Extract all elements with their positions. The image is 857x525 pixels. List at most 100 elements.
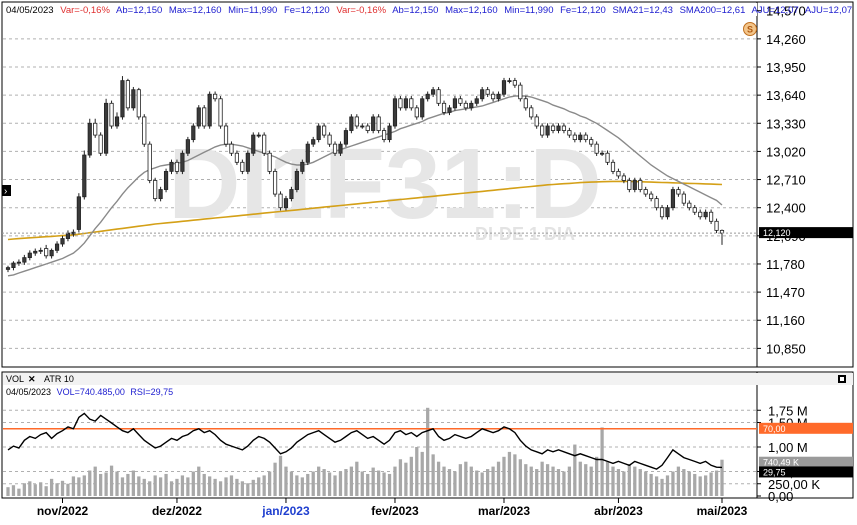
candle-body [458,98,463,104]
volume-bar [665,475,670,496]
header-close: Fe=12,120 [284,5,330,16]
candle-body [398,98,403,109]
volume-bar [306,473,310,496]
tab-vol[interactable]: VOL [6,374,24,384]
candle-body [202,107,207,127]
volume-bar [39,482,43,496]
candle-body [223,125,229,145]
volume-bar [153,475,157,496]
volume-bar [267,471,272,496]
time-tick-label: jan/2023 [261,504,310,518]
candle-body [616,170,621,177]
volume-tick-label: 250,00 K [768,477,820,492]
candle-body [213,93,218,100]
volume-bar [453,471,457,496]
close-icon[interactable]: ✕ [28,374,36,384]
volume-bars [6,407,724,496]
volume-bar [366,473,370,496]
volume-bar [208,476,212,496]
volume-bar [387,473,392,496]
candle-body [452,98,458,109]
candle-body [714,220,719,231]
volume-bar [148,481,152,496]
volume-bar [295,475,299,496]
candle-body [507,80,512,83]
candle-body [360,125,365,128]
volume-bar [317,466,321,496]
candle-body [670,189,676,209]
candle-body [610,161,616,172]
header-aju-2: AJU=12,07 [805,5,852,16]
volume-bar [197,466,201,496]
candle-body [589,139,594,145]
candle-body [518,84,523,100]
volume-bar [137,476,141,496]
s-badge-icon[interactable]: S [743,22,757,36]
volume-bar [355,461,359,496]
volume-bar [447,469,452,496]
volume-bar [251,479,255,496]
candle-body [289,189,294,200]
volume-bar [693,473,697,496]
candle-body [676,189,681,195]
volume-bar [71,476,76,496]
volume-bar [589,466,593,496]
volume-bar [393,466,397,496]
candle-body [632,180,637,190]
price-tick-label: 14,570 [766,4,806,19]
volume-bar [126,473,130,496]
header-min: Min=11,990 [228,5,277,16]
candle-body [463,102,468,109]
volume-bar [671,471,675,496]
candle-body [76,196,81,230]
price-tick-label: 13,020 [766,144,806,159]
candle-body [572,134,577,141]
candle-body [22,257,27,263]
tab-atr[interactable]: ATR 10 [44,374,74,384]
price-tick-label: 11,780 [766,257,805,272]
candle-body [523,98,528,109]
candle-body [278,193,283,209]
candle-body [649,193,654,200]
candle-body [49,249,54,257]
candle-body [180,152,185,172]
candle-body [583,134,588,141]
candle-body [82,154,87,198]
volume-bar [300,477,304,496]
volume-bar [257,477,261,496]
volume-bar [191,471,195,496]
volume-badge-label: 740,49 K [763,458,799,468]
volume-bar [518,459,522,496]
candle-body [376,116,381,131]
volume-bar [327,472,332,496]
sma21-line [7,95,723,277]
candle-body [142,116,147,145]
volume-bar [551,466,555,496]
volume-bar [502,456,506,496]
candle-body [207,93,212,127]
candle-body [425,93,430,100]
volume-bar [436,461,441,496]
volume-bar [496,461,501,496]
header-info: 04/05/2023 Var=-0,16% Ab=12,150 Max=12,1… [6,5,852,16]
volume-bar [93,466,97,496]
volume-bar [180,475,185,496]
rsi-line [7,412,723,470]
candle-body [294,170,299,190]
header-close-2: Fe=12,120 [560,5,606,16]
volume-bar [507,451,512,496]
candle-body [469,102,474,109]
candle-body [567,130,572,136]
volume-bar [567,466,572,496]
candle-body [441,102,447,113]
volume-bar [273,462,277,496]
header-max-2: Max=12,160 [445,5,498,16]
volume-bar [720,459,724,496]
time-tick-label: nov/2022 [37,504,89,518]
side-marker[interactable] [2,185,11,196]
price-tick-label: 13,950 [766,60,806,75]
volume-bar [229,475,234,496]
price-tick-label: 10,850 [766,341,806,356]
volume-bar [709,472,713,496]
volume-bar [175,478,179,496]
